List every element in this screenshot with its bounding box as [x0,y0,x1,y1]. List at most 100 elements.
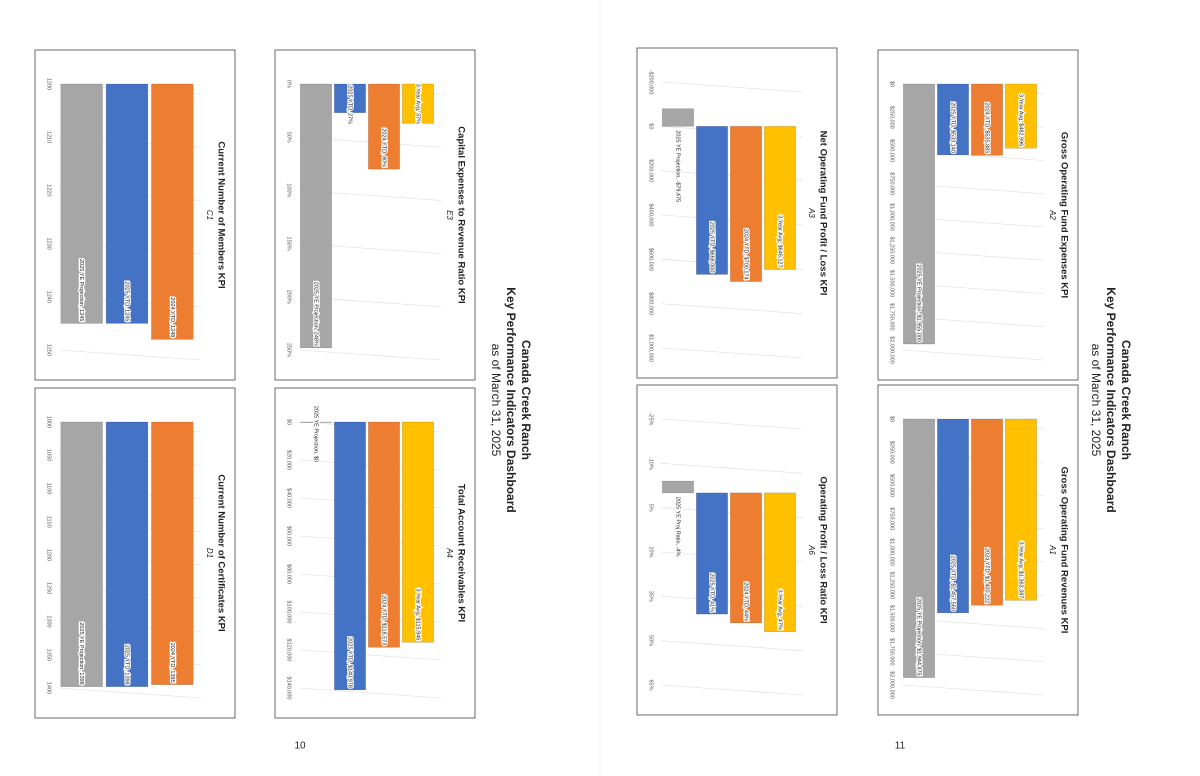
bar [730,126,762,282]
tick-label: $1,000,000 [889,538,895,566]
chart-subtitle: D1 [205,548,214,558]
data-label: 3 Year Avg, $646,127 [777,215,783,267]
data-label: 2025 YE Projection, $0 [313,406,319,462]
data-label: 2025 YE Projection, $1,955,000 [916,264,922,342]
tick-label: 1250 [46,582,52,594]
bar [402,83,434,124]
tick-label: 1250 [46,344,52,356]
tick-label: $1,250,000 [889,236,895,264]
tick-label: $1,000,000 [648,334,654,362]
bar [662,108,694,127]
chart-subtitle: A2 [1048,209,1057,220]
tick-label: 20% [648,546,654,557]
chart-subtitle: C1 [205,210,214,220]
grid-line [298,687,442,699]
bar [402,421,434,643]
header-title: Canada Creek Ranch [519,340,533,460]
chart-title: Current Number of Members KPI [215,141,226,288]
grid-line [298,349,442,361]
bar [971,83,1003,156]
chart-subtitle: A3 [807,207,816,218]
bar [60,83,103,324]
bar [368,83,400,170]
tick-label: $100,000 [286,601,292,624]
tick-label: $1,000,000 [889,203,895,231]
tick-label: 50% [286,132,292,143]
tick-label: 35% [648,591,654,602]
header-subtitle: Key Performance Indicators Dashboard [1104,287,1118,512]
bar [696,492,728,615]
tick-label: $0 [889,416,895,422]
header-subtitle: Key Performance Indicators Dashboard [504,287,518,512]
chart-subtitle: A4 [445,547,454,558]
data-label: 2025 YE Projection, $1,944,475 [916,598,922,676]
chart-title: Capital Expenses to Revenue Ratio KPI [455,126,466,303]
bar [60,421,103,687]
tick-label: 150% [286,237,292,251]
tick-label: 1000 [46,416,52,428]
tick-label: 1400 [46,682,52,694]
tick-label: $800,000 [648,292,654,315]
bar [764,126,796,270]
data-label: 2025 YE Proj Ratio, -4% [675,497,681,557]
bar [903,418,935,678]
bar [151,421,194,685]
tick-label: $500,000 [889,474,895,497]
chart-title: Gross Operating Fund Revenues KPI [1058,467,1069,634]
tick-label: $1,500,000 [889,605,895,633]
tick-label: $80,000 [286,564,292,584]
bar [105,83,149,324]
grid-line [660,463,804,474]
data-label: 3 Year Avg, 47% [777,590,783,630]
data-label: 3 Year Avg, $1,363,387 [1018,542,1024,599]
page-header: Canada Creek Ranch Key Performance Indic… [1089,287,1133,512]
header-title: Canada Creek Ranch [1119,340,1133,460]
grid-line [660,684,804,696]
chart-title: Gross Operating Fund Expenses KPI [1058,132,1069,298]
data-label: 2024 YTD, 80% [381,128,387,167]
tick-label: 250% [286,343,292,357]
tick-label: $1,750,000 [889,303,895,331]
tick-label: -25% [648,413,654,426]
bar [903,83,935,345]
tick-label: 1200 [46,549,52,561]
tick-label: $750,000 [889,172,895,195]
tick-label: -$200,000 [648,70,654,95]
tick-label: $2,000,000 [889,671,895,699]
chart-subtitle: A1 [1048,544,1057,555]
data-label: 2025 YTD, 27% [347,85,353,124]
data-label: 3 Year Avg, 37% [415,84,421,124]
tick-label: 200% [286,290,292,304]
tick-label: 1210 [46,131,52,143]
data-label: 2024 YTD, 44% [743,582,749,621]
data-label: 2025 YTD, 1245 [124,281,130,321]
bar [105,421,149,687]
tick-label: $20,000 [286,450,292,470]
data-label: 2025 YTD, $1,457,560 [950,556,956,611]
tick-label: 65% [648,679,654,690]
tick-label: $200,000 [648,159,654,182]
tick-label: 0% [286,80,292,88]
tick-label: 1230 [46,237,52,249]
data-label: 2025 YE Projection, 248% [313,282,319,346]
tick-label: 1150 [46,516,52,528]
tick-label: $0 [286,419,292,425]
data-label: 2025 YTD, 41% [709,573,715,612]
bar [368,421,400,648]
tick-label: 5% [648,504,654,512]
data-label: 3 Year Avg, $115,946 [415,589,421,641]
bar [730,492,762,624]
tick-label: $0 [889,81,895,87]
grid-line [901,684,1045,696]
data-label: 2024 YTD, 1395 [169,643,175,683]
tick-label: 1200 [46,78,52,90]
header-date: as of March 31, 2025 [1089,344,1103,457]
tick-label: $750,000 [889,507,895,530]
grid-line [660,640,804,651]
